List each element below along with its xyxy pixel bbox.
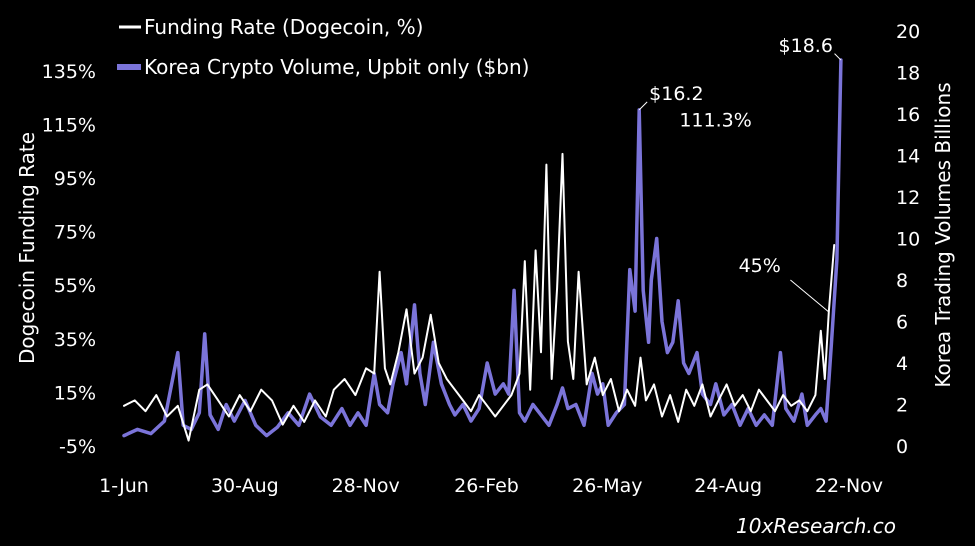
x-tick-label: 22-Nov [815,475,883,497]
annotation-label: 111.3% [679,109,751,131]
series-layer [122,58,843,442]
x-tick-label: 24-Aug [694,475,762,497]
right-tick-label: 8 [896,270,908,292]
right-tick-label: 16 [896,104,920,126]
legend-label-volume: Korea Crypto Volume, Upbit only ($bn) [144,55,529,79]
annotation-label: $16.2 [649,83,703,105]
annotation-leader [790,279,830,313]
left-tick-label: 15% [54,382,96,404]
funding-rate-line [123,152,836,442]
left-axis-title: Dogecoin Funding Rate [15,132,39,364]
left-tick-label: 115% [42,114,96,136]
right-tick-label: 6 [896,312,908,334]
korea-volume-line [122,58,843,438]
left-tick-label: 95% [54,168,96,190]
left-axis-ticks: -5% 15% 35% 55% 75% 95% 115% 135% [42,61,96,458]
right-tick-label: 20 [896,21,920,43]
right-tick-label: 14 [896,146,920,168]
right-tick-label: 12 [896,187,920,209]
left-tick-label: 35% [54,329,96,351]
annotations: $16.2 111.3% $18.6 45% [638,35,842,313]
legend: Funding Rate (Dogecoin, %) Korea Crypto … [117,15,529,79]
right-tick-label: 10 [896,229,920,251]
annotation-label: $18.6 [779,35,833,57]
left-tick-label: 135% [42,61,96,83]
annotation-leader [638,101,648,111]
credit-text: 10xResearch.co [736,514,896,538]
x-tick-label: 26-May [572,475,642,497]
right-axis-ticks: 0 2 4 6 8 10 12 14 16 18 20 [896,21,920,458]
x-tick-label: 28-Nov [332,475,400,497]
annotation-leader [834,53,842,61]
x-axis-ticks: 1-Jun 30-Aug 28-Nov 26-Feb 26-May 24-Aug 22-No… [99,475,883,497]
x-tick-label: 26-Feb [454,475,519,497]
legend-label-funding: Funding Rate (Dogecoin, %) [144,15,423,39]
left-tick-label: 75% [54,222,96,244]
right-tick-label: 2 [896,395,908,417]
x-tick-label: 30-Aug [211,475,279,497]
right-tick-label: 0 [896,436,908,458]
right-tick-label: 18 [896,63,920,85]
left-tick-label: -5% [59,436,96,458]
left-tick-label: 55% [54,275,96,297]
right-tick-label: 4 [896,353,908,375]
x-tick-label: 1-Jun [99,475,149,497]
annotation-label: 45% [739,255,781,277]
right-axis-title: Korea Trading Volumes Billions [931,82,955,387]
